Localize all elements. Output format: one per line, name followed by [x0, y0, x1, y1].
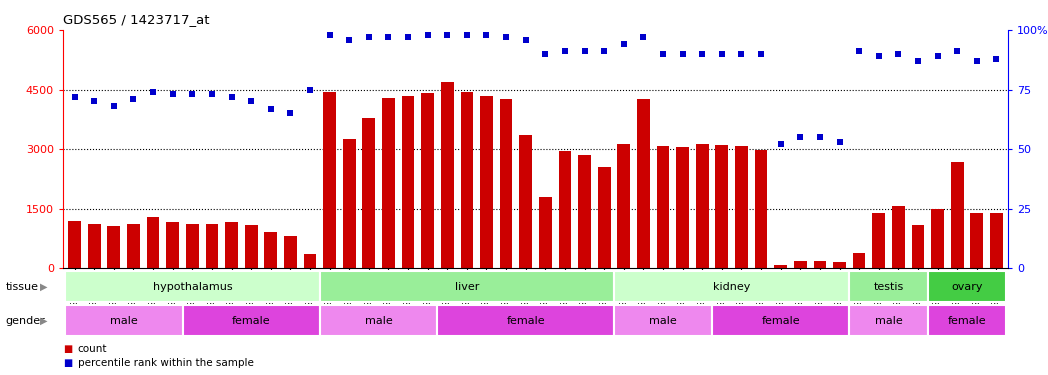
Text: male: male: [649, 316, 677, 326]
Text: ▶: ▶: [40, 282, 47, 292]
Bar: [401, 96, 414, 268]
Bar: [304, 254, 316, 268]
Bar: [441, 82, 454, 268]
Bar: [559, 151, 571, 268]
Text: ovary: ovary: [952, 282, 983, 292]
Text: gender: gender: [5, 316, 45, 326]
Text: female: female: [761, 316, 800, 326]
Bar: [182, 305, 320, 336]
Text: hypothalamus: hypothalamus: [153, 282, 232, 292]
Bar: [657, 146, 670, 268]
Bar: [813, 261, 826, 268]
Bar: [774, 264, 787, 268]
Text: female: female: [947, 316, 986, 326]
Bar: [833, 262, 846, 268]
Text: tissue: tissue: [5, 282, 38, 292]
Bar: [597, 166, 611, 268]
Bar: [892, 206, 904, 268]
Bar: [912, 225, 924, 268]
Bar: [264, 232, 277, 268]
Text: percentile rank within the sample: percentile rank within the sample: [78, 358, 254, 368]
Text: count: count: [78, 344, 107, 354]
Bar: [872, 213, 886, 268]
Bar: [735, 146, 748, 268]
Text: ■: ■: [63, 358, 72, 368]
Bar: [794, 261, 807, 268]
Bar: [225, 222, 238, 268]
Bar: [480, 96, 493, 268]
Text: GDS565 / 1423717_at: GDS565 / 1423717_at: [63, 13, 210, 26]
Text: male: male: [110, 316, 137, 326]
Bar: [500, 99, 512, 268]
Text: female: female: [506, 316, 545, 326]
Bar: [927, 272, 1006, 302]
Bar: [614, 305, 712, 336]
Bar: [578, 155, 591, 268]
Bar: [185, 225, 199, 268]
Bar: [932, 209, 944, 268]
Bar: [520, 135, 532, 268]
Bar: [460, 92, 474, 268]
Bar: [421, 93, 434, 268]
Bar: [65, 305, 182, 336]
Bar: [245, 225, 258, 268]
Bar: [383, 98, 395, 268]
Bar: [127, 224, 139, 268]
Bar: [320, 305, 437, 336]
Bar: [68, 220, 81, 268]
Text: male: male: [365, 316, 393, 326]
Text: ■: ■: [63, 344, 72, 354]
Bar: [167, 222, 179, 268]
Bar: [323, 92, 336, 268]
Bar: [712, 305, 849, 336]
Bar: [539, 198, 551, 268]
Text: kidney: kidney: [713, 282, 750, 292]
Bar: [147, 216, 159, 268]
Bar: [108, 226, 121, 268]
Bar: [696, 144, 708, 268]
Bar: [716, 145, 728, 268]
Bar: [284, 236, 297, 268]
Bar: [990, 213, 1003, 268]
Bar: [88, 225, 101, 268]
Bar: [637, 99, 650, 268]
Bar: [755, 150, 767, 268]
Bar: [853, 253, 866, 268]
Bar: [343, 139, 355, 268]
Text: male: male: [875, 316, 902, 326]
Bar: [65, 272, 320, 302]
Bar: [676, 147, 689, 268]
Bar: [951, 162, 963, 268]
Bar: [927, 305, 1006, 336]
Text: testis: testis: [873, 282, 903, 292]
Bar: [849, 272, 927, 302]
Bar: [363, 118, 375, 268]
Text: ▶: ▶: [40, 316, 47, 326]
Bar: [970, 213, 983, 268]
Bar: [437, 305, 614, 336]
Text: female: female: [232, 316, 270, 326]
Bar: [614, 272, 849, 302]
Bar: [617, 144, 630, 268]
Bar: [320, 272, 614, 302]
Bar: [205, 225, 218, 268]
Text: liver: liver: [455, 282, 479, 292]
Bar: [849, 305, 927, 336]
